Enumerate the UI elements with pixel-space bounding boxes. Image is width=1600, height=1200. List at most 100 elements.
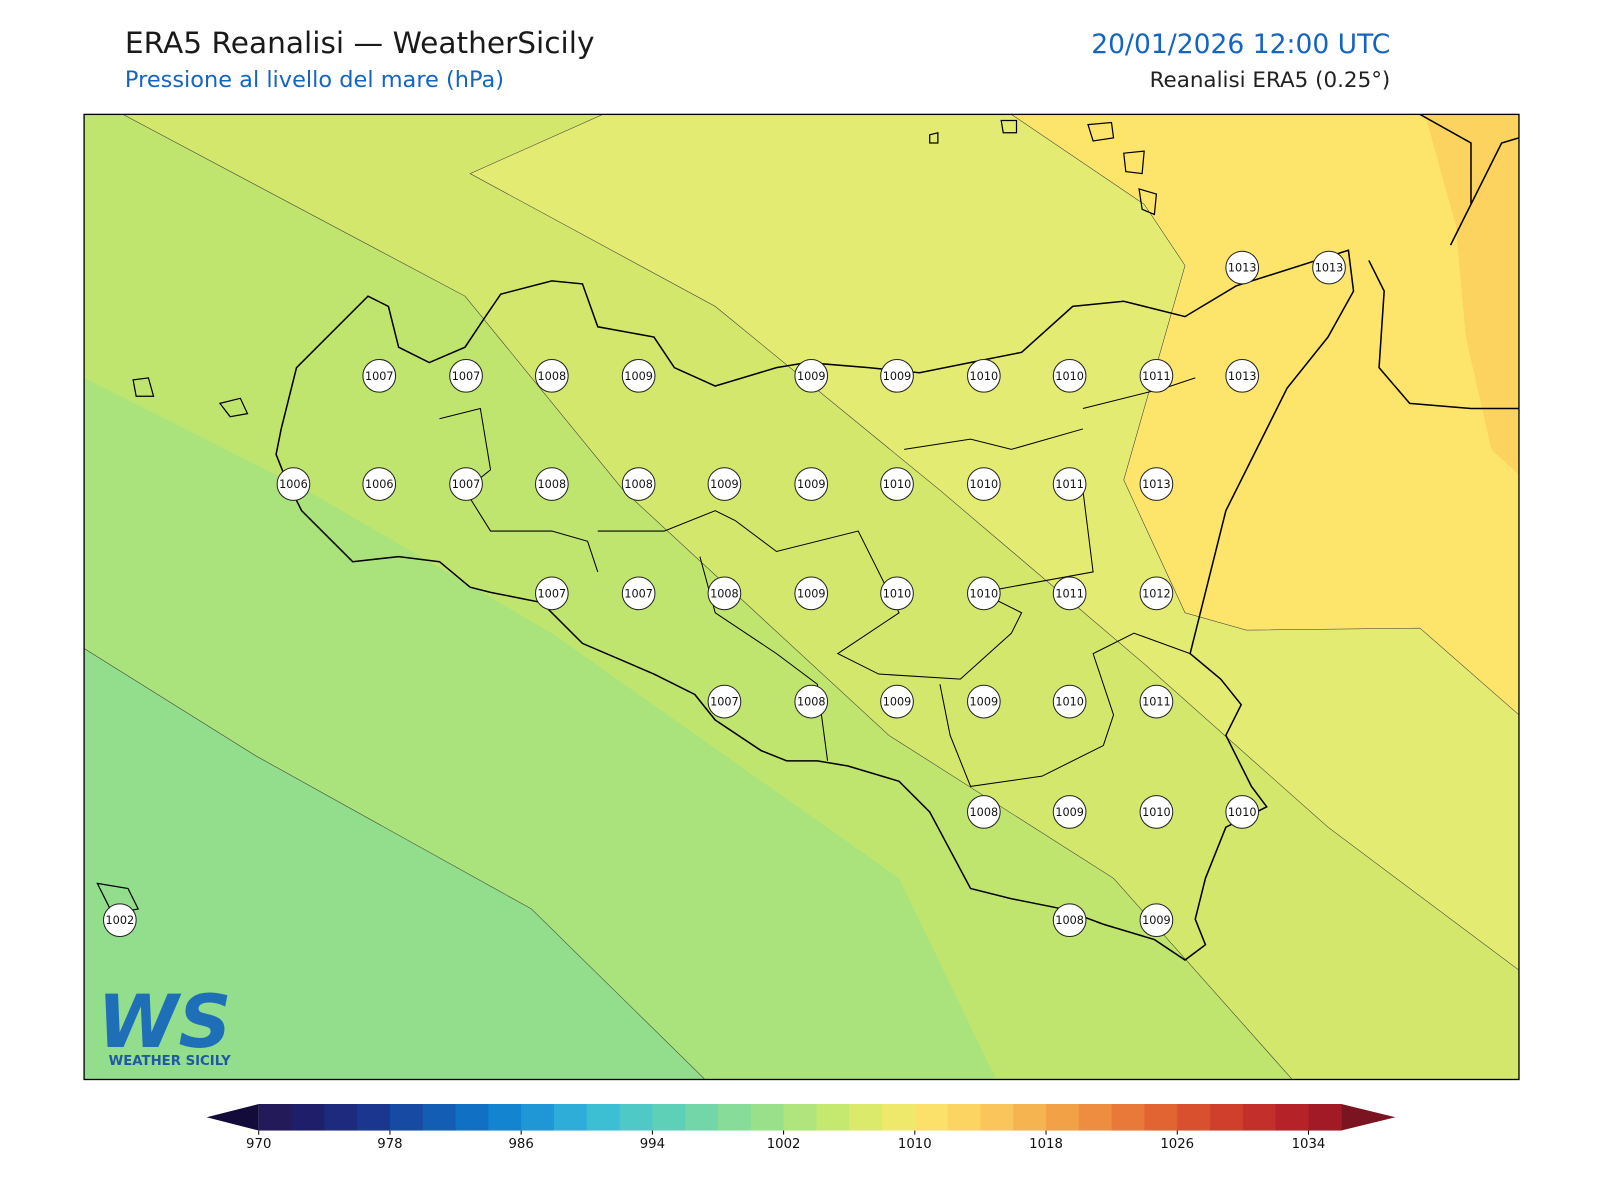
station-value: 1008 — [710, 587, 739, 600]
station-value: 1013 — [1228, 370, 1257, 383]
colorbar-tick-label: 994 — [640, 1137, 665, 1152]
station-value: 1007 — [624, 587, 653, 600]
station-value: 1011 — [1142, 696, 1171, 709]
colorbar-bin — [980, 1104, 1014, 1131]
station-value: 1009 — [883, 370, 912, 383]
station-value: 1006 — [365, 478, 394, 491]
station-value: 1009 — [1055, 806, 1084, 819]
station-marker — [449, 467, 483, 501]
station-marker — [794, 576, 829, 611]
colorbar-tick-label: 1034 — [1292, 1137, 1326, 1152]
colorbar-bin — [717, 1104, 752, 1131]
station-marker — [966, 467, 1001, 501]
map — [84, 114, 1519, 1080]
colorbar-bin — [1210, 1104, 1244, 1131]
colorbar-bin — [849, 1104, 883, 1131]
colorbar-bin — [947, 1104, 981, 1131]
station-marker — [362, 358, 397, 393]
colorbar-bin — [750, 1104, 785, 1131]
colorbar-bin — [619, 1104, 653, 1131]
station-marker — [1225, 795, 1260, 829]
colorbar-tick-label: 1010 — [898, 1137, 932, 1152]
island — [96, 119, 1158, 915]
station-value: 1013 — [1228, 262, 1257, 275]
colorbar-bin — [291, 1104, 325, 1131]
station-value: 1010 — [970, 370, 999, 383]
station-value: 1009 — [797, 478, 826, 491]
station-value: 1008 — [538, 478, 567, 491]
station-marker — [707, 684, 742, 719]
colorbar-bin — [586, 1104, 621, 1131]
station-marker — [1052, 467, 1087, 501]
colorbar-extend-high — [1341, 1104, 1396, 1131]
station-marker — [534, 467, 569, 501]
logo-text: WEATHER SICILY — [109, 1054, 232, 1069]
colorbar-bin — [422, 1104, 457, 1131]
station-marker — [966, 358, 1001, 393]
station-marker — [534, 358, 569, 393]
colorbar-bin — [1013, 1104, 1047, 1131]
station-marker — [966, 576, 1001, 611]
station-marker — [1052, 903, 1087, 938]
colorbar-bin — [455, 1104, 489, 1131]
calabria-coast — [1419, 114, 1519, 246]
station-marker — [794, 467, 829, 501]
station-value: 1002 — [106, 914, 135, 927]
station-value: 1010 — [1228, 806, 1257, 819]
colorbar-bin — [488, 1104, 522, 1131]
station-marker — [880, 358, 914, 393]
datetime: 20/01/2026 12:00 UTC — [1091, 29, 1390, 60]
station-marker — [1139, 467, 1174, 501]
colorbar-extend-low — [206, 1104, 259, 1131]
colorbar-tick-label: 1026 — [1160, 1137, 1194, 1152]
station-value: 1008 — [797, 696, 826, 709]
colorbar-bin — [882, 1104, 916, 1131]
colorbar-bin — [389, 1104, 424, 1131]
colorbar-bin — [914, 1104, 949, 1131]
station-value: 1009 — [710, 478, 739, 491]
station-marker — [1139, 576, 1174, 611]
station-value: 1013 — [1142, 478, 1171, 491]
station-marker — [621, 576, 656, 611]
colorbar-bin — [1242, 1104, 1277, 1131]
colorbar-bin — [324, 1104, 358, 1131]
station-value: 1013 — [1315, 262, 1344, 275]
station-marker — [1052, 358, 1087, 393]
station-marker — [1225, 250, 1260, 285]
station-value: 1011 — [1142, 370, 1171, 383]
station-value: 1009 — [624, 370, 653, 383]
colorbar-bin — [357, 1104, 391, 1131]
station-marker — [276, 467, 311, 501]
station-value: 1008 — [1055, 914, 1084, 927]
station-marker — [707, 467, 742, 501]
colorbar-bin — [816, 1104, 850, 1131]
station-value: 1007 — [365, 370, 394, 383]
colorbar-bin — [553, 1104, 588, 1131]
stations: 1013 1013 1007 1007 1008 1009 1009 1009 1010 1010… — [102, 250, 1346, 938]
station-value: 1011 — [1055, 478, 1084, 491]
colorbar-tick-label: 986 — [508, 1137, 533, 1152]
colorbar-bin — [521, 1104, 555, 1131]
station-marker — [880, 467, 914, 501]
station-marker — [794, 684, 829, 719]
colorbar-bin — [1046, 1104, 1080, 1131]
station-marker — [1225, 358, 1260, 393]
colorbar-bin — [685, 1104, 719, 1131]
title: ERA5 Reanalisi — WeatherSicily — [125, 26, 595, 60]
station-value: 1007 — [452, 478, 481, 491]
contour-band — [1010, 114, 1519, 716]
station-value: 1009 — [883, 696, 912, 709]
station-value: 1007 — [710, 696, 739, 709]
station-value: 1009 — [797, 370, 826, 383]
station-value: 1009 — [797, 587, 826, 600]
sicily-coast — [275, 249, 1355, 961]
station-marker — [966, 684, 1001, 719]
station-value: 1009 — [1142, 914, 1171, 927]
station-marker — [621, 467, 656, 501]
station-marker — [621, 358, 656, 393]
colorbar-bin — [1111, 1104, 1145, 1131]
station-value: 1011 — [1055, 587, 1084, 600]
station-marker — [1139, 903, 1174, 938]
logo: WS WEATHER SICILY — [97, 980, 231, 1069]
